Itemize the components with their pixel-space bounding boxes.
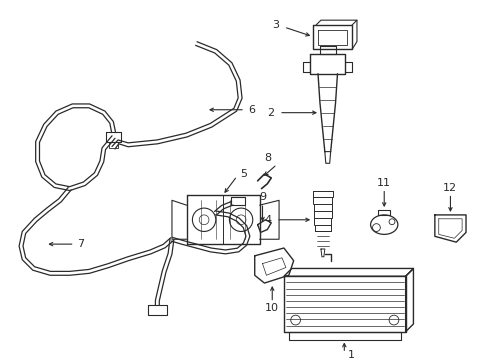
Text: 9: 9 <box>259 192 266 202</box>
Text: 4: 4 <box>264 215 271 225</box>
Text: 11: 11 <box>376 178 389 188</box>
Text: 8: 8 <box>264 153 271 163</box>
Text: 12: 12 <box>442 183 456 193</box>
Text: 1: 1 <box>347 350 354 360</box>
Text: 6: 6 <box>247 105 254 115</box>
Text: 3: 3 <box>272 20 279 30</box>
Text: 2: 2 <box>267 108 274 118</box>
Text: 10: 10 <box>264 303 278 314</box>
Text: 5: 5 <box>240 169 246 179</box>
Text: 7: 7 <box>78 239 84 249</box>
